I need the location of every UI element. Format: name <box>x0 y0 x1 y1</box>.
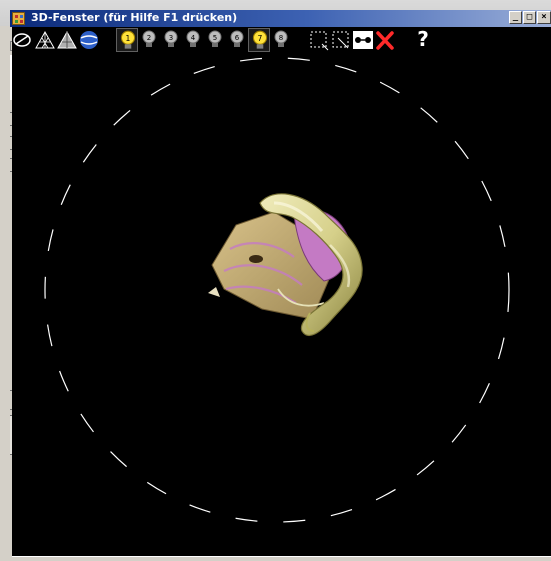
svg-text:6: 6 <box>235 34 240 42</box>
select-region-alt-icon[interactable] <box>330 28 352 52</box>
light-5-icon[interactable]: 5 <box>204 28 226 52</box>
light-3-icon[interactable]: 3 <box>160 28 182 52</box>
3d-scene[interactable] <box>12 27 551 556</box>
light-6-icon[interactable]: 6 <box>226 28 248 52</box>
svg-text:2: 2 <box>147 34 151 42</box>
close-button[interactable]: × <box>537 11 551 24</box>
toggle-dots-icon[interactable] <box>352 28 374 52</box>
wireframe-icon[interactable] <box>34 28 56 52</box>
minimize-button[interactable]: _ <box>509 11 522 24</box>
svg-text:7: 7 <box>258 34 263 43</box>
light-8-icon[interactable]: 8 <box>270 28 292 52</box>
window-caption[interactable]: 3D-Fenster (für Hilfe F1 drücken) _ □ × <box>10 10 551 27</box>
svg-text:3: 3 <box>169 34 173 42</box>
side-panel <box>0 27 12 561</box>
light-4-icon[interactable]: 4 <box>182 28 204 52</box>
light-2-icon[interactable]: 2 <box>138 28 160 52</box>
maximize-button[interactable]: □ <box>523 11 536 24</box>
svg-text:1: 1 <box>126 34 131 43</box>
3d-model[interactable] <box>208 193 363 336</box>
title-bar: 3D-Fenster (für Hilfe F1 drücken) _ □ × <box>0 0 551 27</box>
svg-text:8: 8 <box>279 34 283 42</box>
view-mode-icon[interactable] <box>12 28 34 52</box>
window-title: 3D-Fenster (für Hilfe F1 drücken) <box>31 11 238 24</box>
light-7-icon[interactable]: 7 <box>248 28 270 52</box>
delete-icon[interactable] <box>374 28 396 52</box>
app-icon[interactable] <box>12 12 25 25</box>
svg-text:4: 4 <box>191 34 196 42</box>
light-1-icon[interactable]: 1 <box>116 28 138 52</box>
texture-sphere-icon[interactable] <box>78 28 100 52</box>
shaded-icon[interactable] <box>56 28 78 52</box>
status-bar <box>12 556 551 561</box>
select-region-icon[interactable] <box>308 28 330 52</box>
rotation-guide-circle <box>44 57 510 523</box>
svg-text:5: 5 <box>213 34 217 42</box>
help-icon[interactable]: ? <box>417 27 429 51</box>
